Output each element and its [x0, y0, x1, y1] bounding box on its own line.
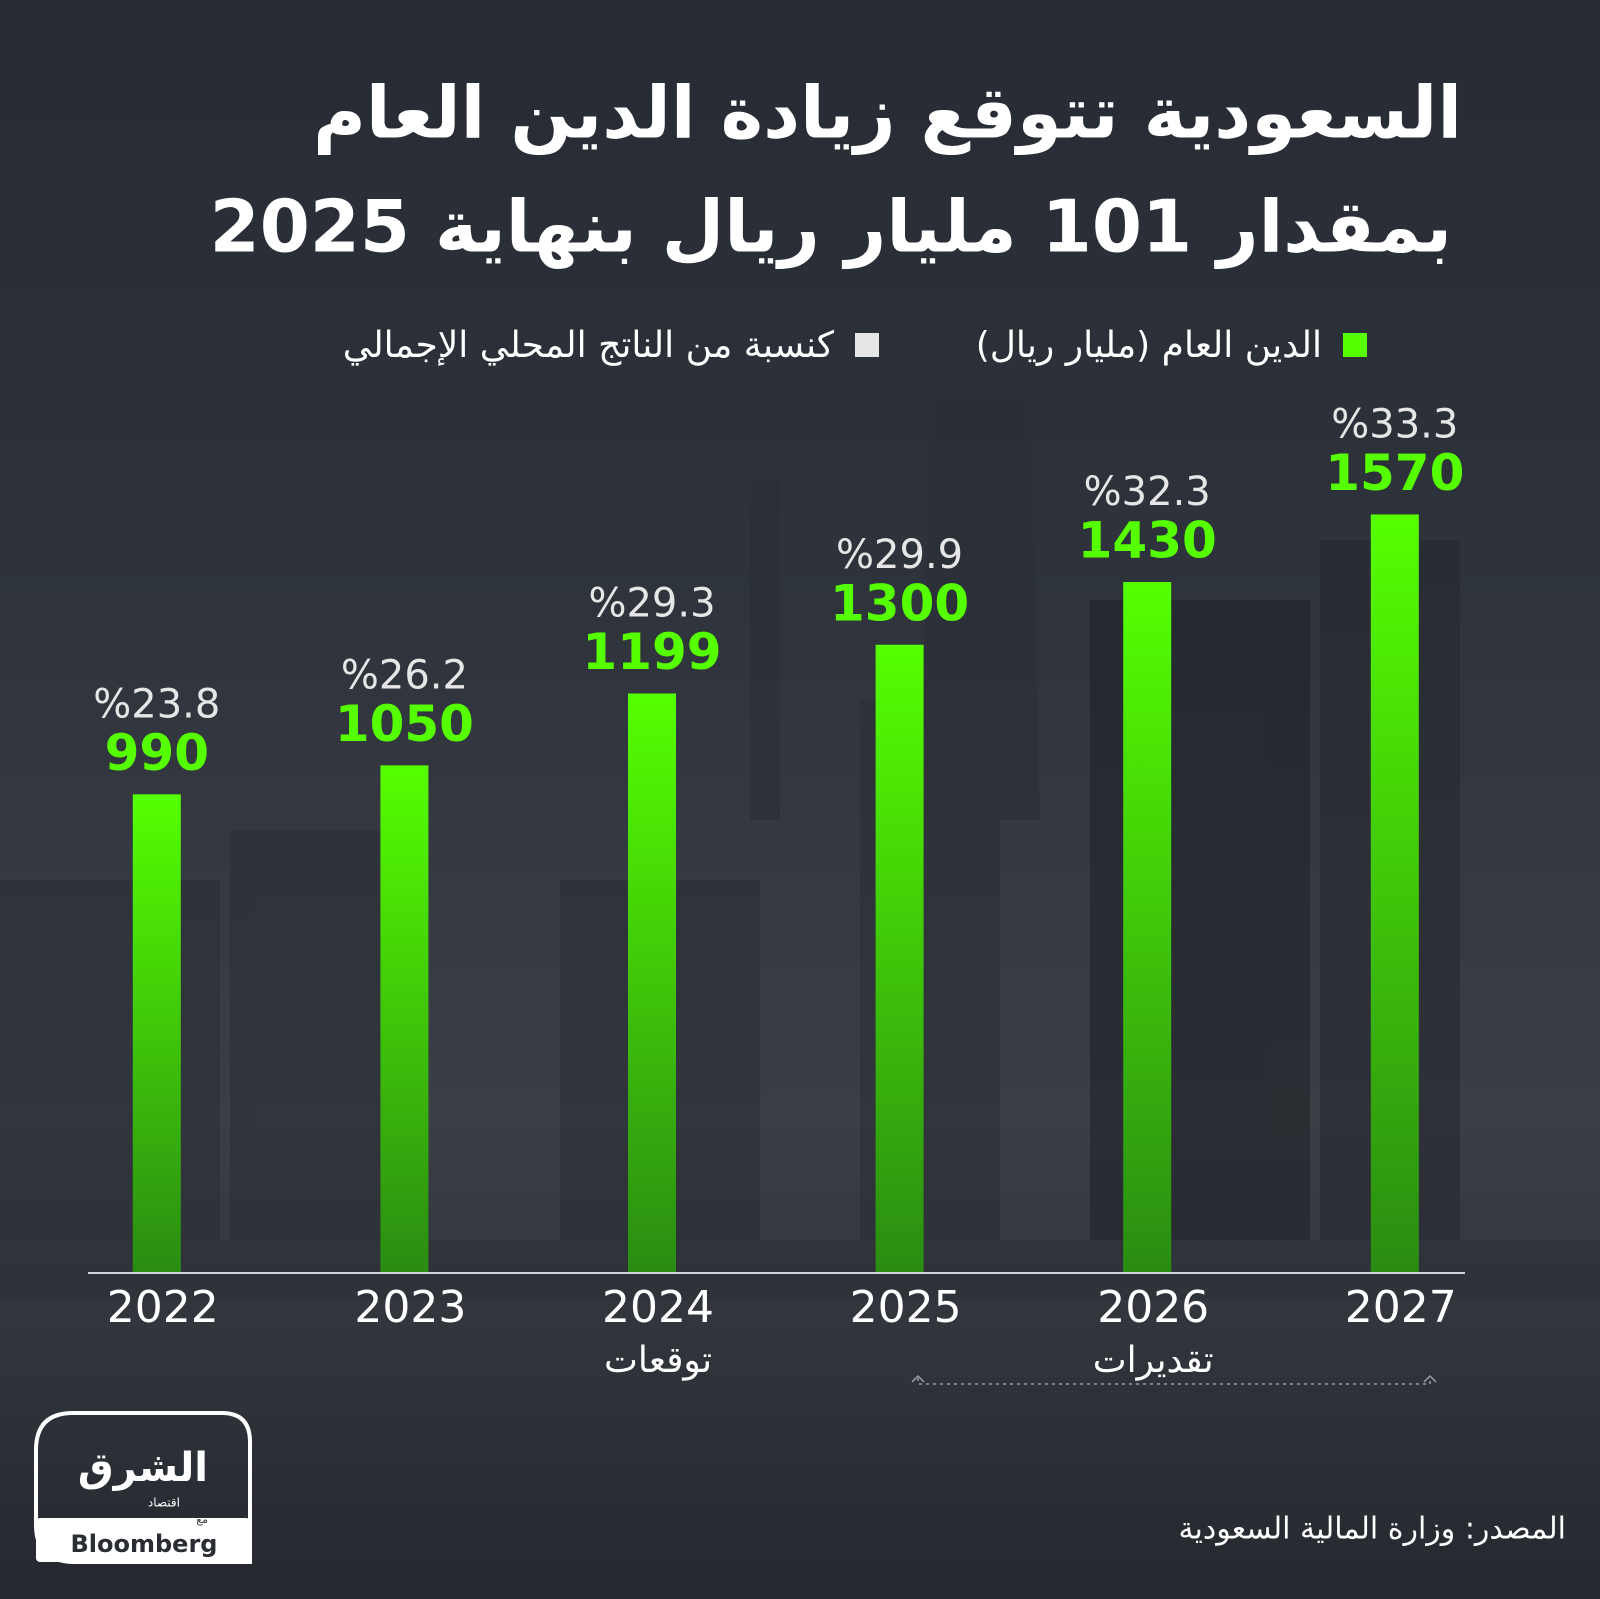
- logo-band: [36, 1518, 250, 1562]
- annotation: تقديرات: [1093, 1340, 1214, 1381]
- bar: [1370, 514, 1419, 1272]
- percent-label: %32.3: [1084, 469, 1211, 515]
- logo-sub: اقتصاد: [148, 1496, 180, 1510]
- logo-brand: الشرق: [78, 1445, 208, 1491]
- logo: الشرق اقتصاد مع Bloomberg: [34, 1411, 252, 1564]
- value-label: 1199: [582, 623, 721, 681]
- value-label: 1050: [335, 695, 474, 753]
- x-tick-label: 2024: [602, 1282, 714, 1333]
- x-tick-label: 2023: [354, 1282, 466, 1333]
- value-label: 1300: [830, 574, 969, 632]
- bar: [380, 765, 429, 1272]
- value-label: 1430: [1078, 512, 1217, 570]
- chart-subtitle: بمقدار 101 مليار ريال بنهاية 2025: [210, 185, 1452, 270]
- percent-label: %26.2: [341, 652, 468, 698]
- x-tick-label: 2022: [107, 1282, 219, 1333]
- logo-with: مع: [196, 1513, 208, 1526]
- legend-swatch: [1343, 333, 1367, 357]
- annotation: توقعات: [604, 1340, 712, 1381]
- bar: [132, 794, 181, 1272]
- source: المصدر: وزارة المالية السعودية: [1178, 1512, 1566, 1547]
- legend-label: الدين العام (مليار ريال): [976, 325, 1322, 366]
- bar: [628, 693, 676, 1272]
- bracket-arrows: [911, 1374, 1437, 1383]
- legend-swatch: [855, 333, 879, 357]
- percent-label: %33.3: [1331, 401, 1458, 447]
- bar: [875, 644, 924, 1272]
- percent-label: %29.3: [588, 580, 715, 626]
- chart-title: السعودية تتوقع زيادة الدين العام: [313, 71, 1462, 156]
- value-label: 1570: [1325, 444, 1464, 502]
- x-tick-label: 2026: [1097, 1282, 1209, 1333]
- logo-partner: Bloomberg: [71, 1530, 218, 1558]
- value-label: 990: [105, 724, 209, 782]
- legend-label: كنسبة من الناتج المحلي الإجمالي: [343, 325, 835, 366]
- x-tick-label: 2025: [850, 1282, 962, 1333]
- percent-label: %29.9: [836, 532, 963, 578]
- bar: [1123, 582, 1172, 1272]
- percent-label: %23.8: [93, 681, 220, 727]
- forecast-bracket: [917, 1378, 1431, 1385]
- x-tick-label: 2027: [1345, 1282, 1457, 1333]
